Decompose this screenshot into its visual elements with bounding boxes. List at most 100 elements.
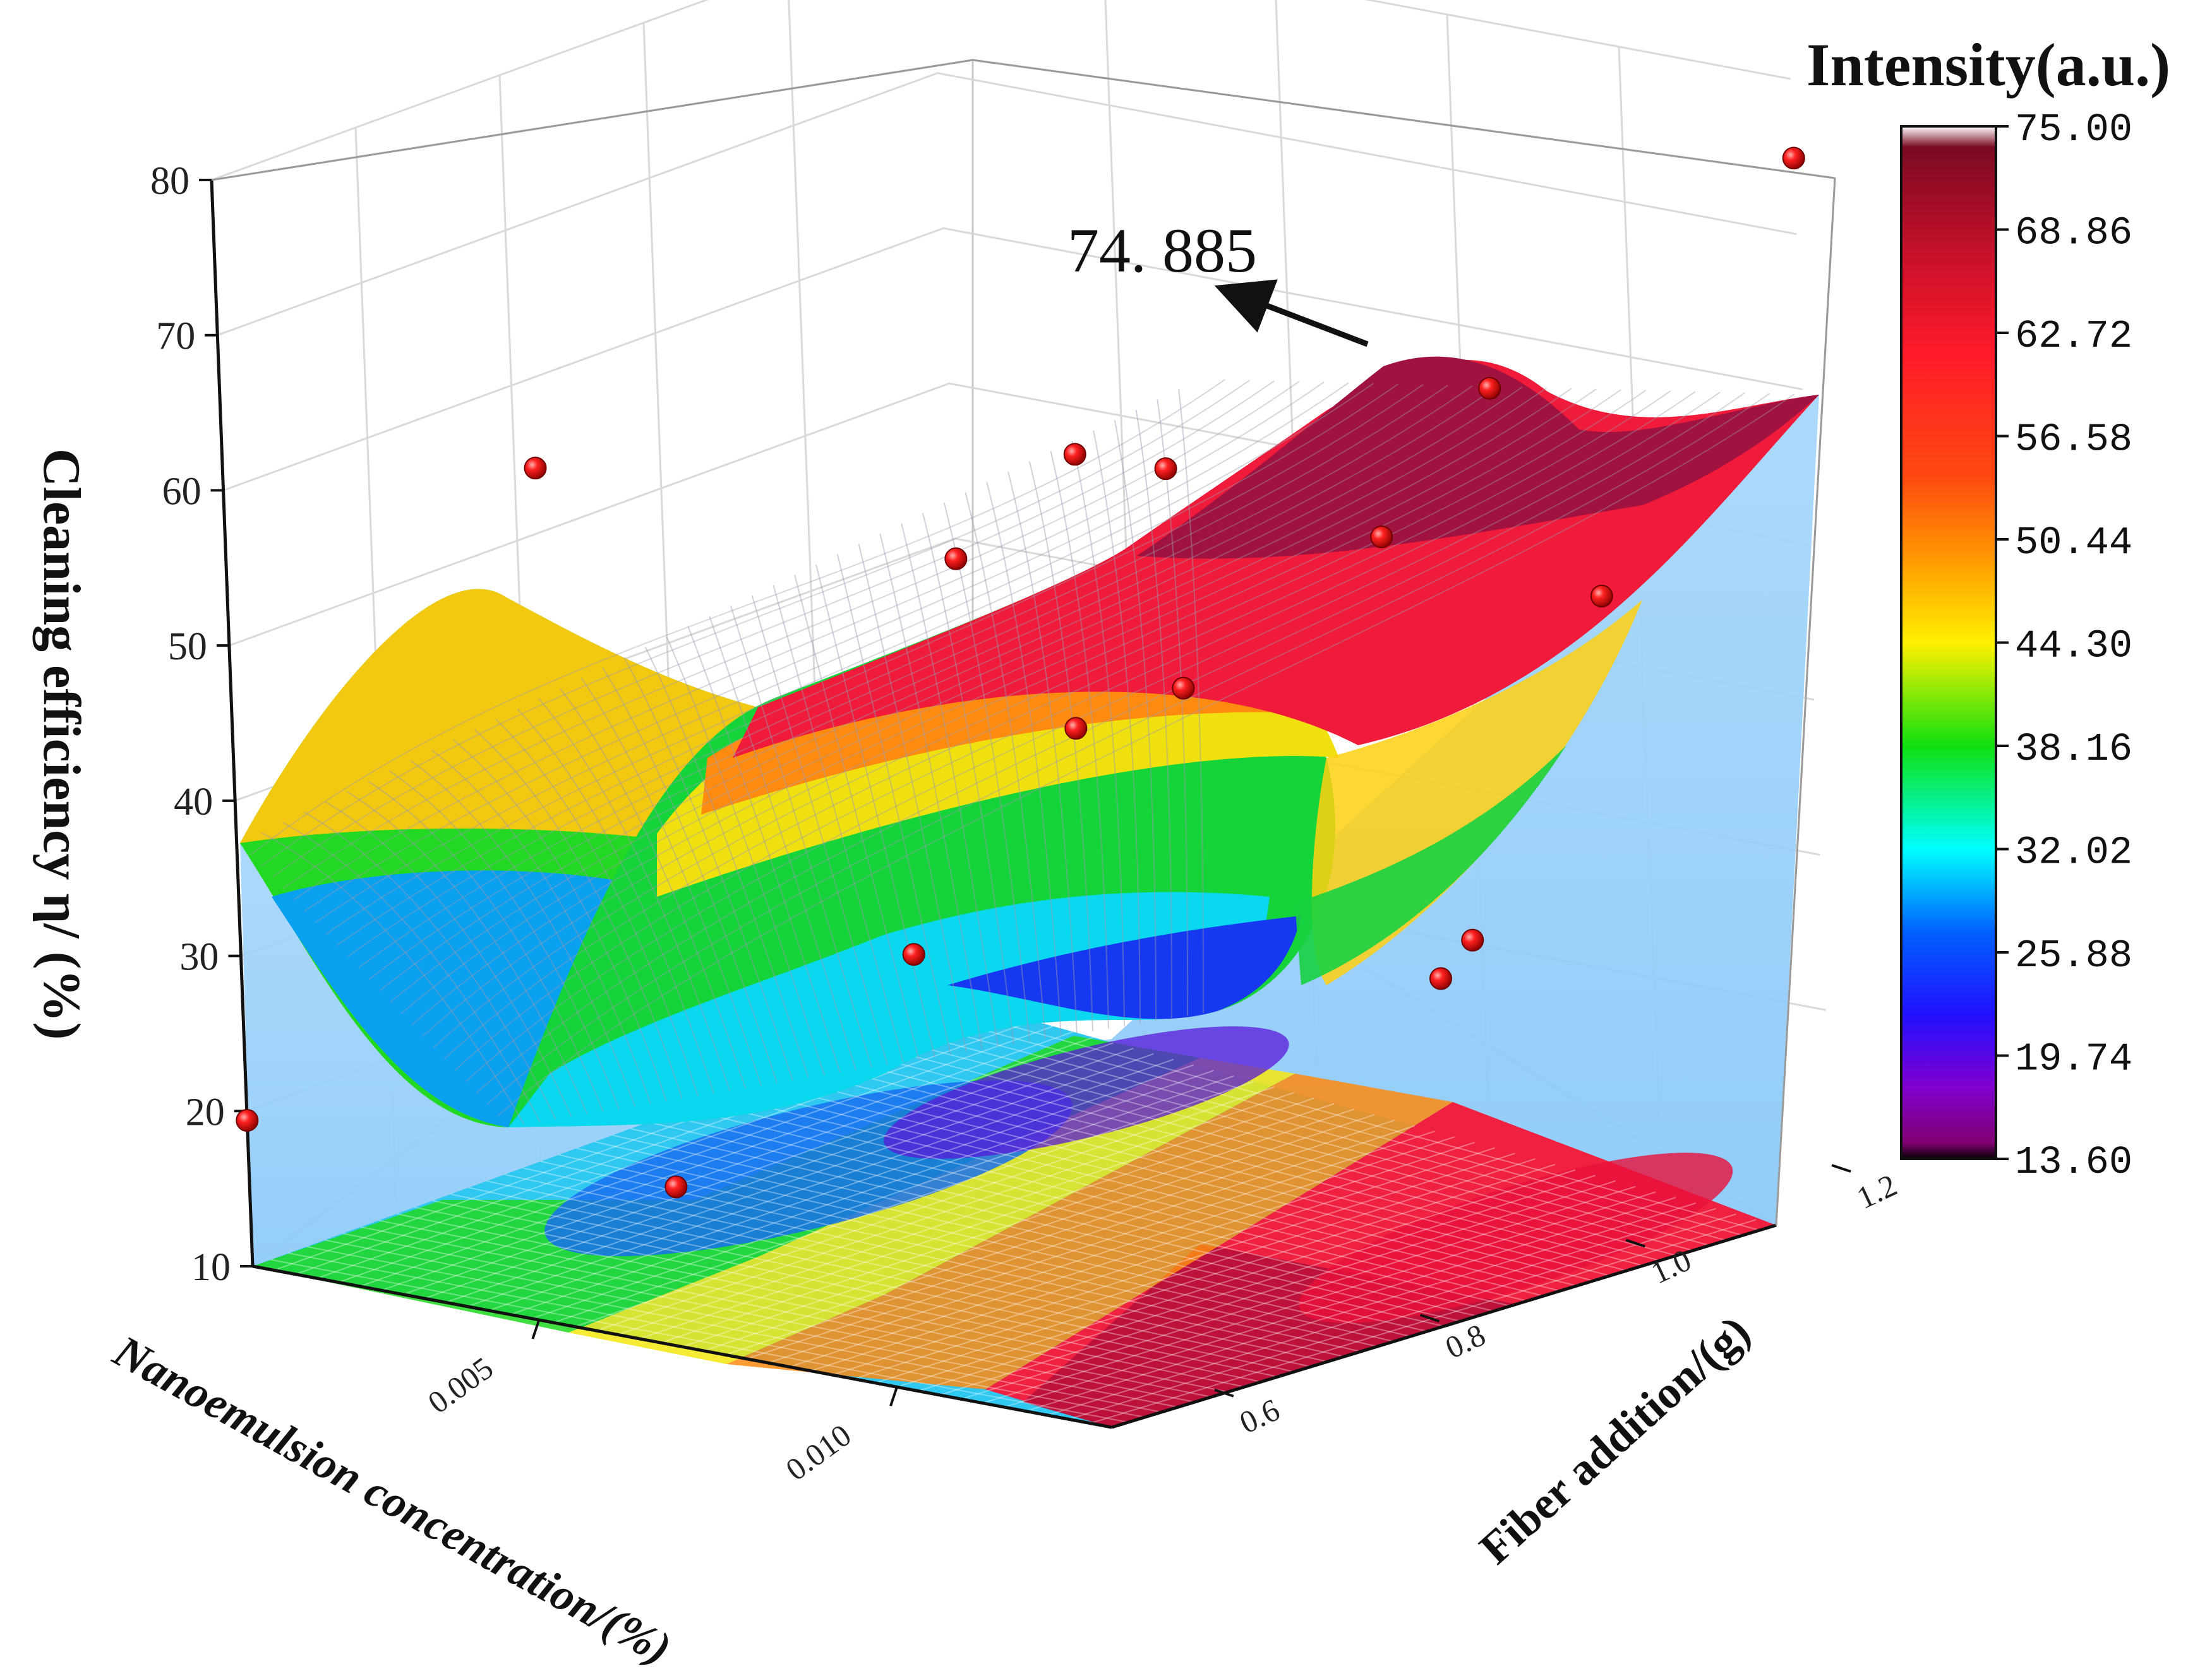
floor-mesh-line (424, 1048, 1134, 1299)
floor-mesh-line (360, 1226, 1211, 1398)
surface-mesh-line (666, 636, 825, 1076)
floor-mesh-line (396, 1213, 1245, 1387)
floor-mesh-line (720, 1095, 1544, 1297)
floor-mesh-line (660, 1108, 1355, 1344)
surface-mesh-line (1007, 471, 1078, 1034)
floor-mesh-line (531, 1075, 1234, 1319)
surface-mesh-line (1135, 409, 1173, 1019)
floor-mesh-line (853, 1158, 1536, 1380)
surface-main-blue (947, 916, 1301, 1019)
surface-mesh-line (388, 770, 620, 1110)
data-point (1461, 928, 1484, 952)
colorbar-tick-label: 75.00 (2015, 107, 2132, 152)
floor-mesh-line (682, 1114, 1375, 1348)
floor-mesh-line (767, 1136, 1455, 1363)
floor-mesh-line (594, 1141, 1428, 1332)
z-tick-label: 20 (186, 1091, 225, 1134)
colorbar-tick-label: 19.74 (2015, 1037, 2132, 1082)
surface-mesh-line (358, 385, 1473, 969)
floor-mesh-line (342, 1233, 1195, 1403)
surface-mesh-line (538, 698, 730, 1091)
surface-mesh-line (751, 595, 888, 1065)
surface-mesh-line (443, 390, 1671, 1060)
floor-mesh-line (896, 1169, 1576, 1388)
surface-mesh-line (325, 801, 572, 1117)
surface-mesh-line (431, 750, 651, 1105)
surface-mesh-line (794, 575, 920, 1060)
x-tick-label: 0.005 (421, 1350, 500, 1420)
surface-mesh-line (965, 492, 1046, 1040)
data-point (1590, 584, 1613, 608)
y-tick-mark (1831, 1164, 1851, 1173)
data-point (902, 943, 925, 966)
floor-mesh-line (702, 1101, 1527, 1302)
floor-mesh-line (402, 1042, 1114, 1295)
surface (240, 356, 1819, 1127)
floor-mesh-line (810, 1062, 1627, 1271)
surface-right-green (1295, 745, 1566, 985)
surface-mesh-line (1178, 389, 1205, 1014)
z-tick-label: 40 (174, 781, 213, 824)
surface-mesh-line (623, 657, 793, 1081)
floor-mesh-line (639, 1103, 1335, 1339)
floor-mesh-line (467, 1058, 1174, 1307)
x-tick-label: 0.010 (779, 1417, 858, 1487)
floor-mesh-line (882, 1036, 1693, 1251)
z-tick-label: 60 (162, 470, 201, 513)
surface-mesh-line (1093, 430, 1141, 1024)
surface-mesh-line (517, 708, 714, 1094)
floor-mesh-line (316, 1020, 1033, 1279)
surface-mesh-line (559, 688, 746, 1089)
surface-mesh-line (304, 382, 1349, 912)
top-right-edge (972, 59, 1836, 179)
y-tick-label: 1.2 (1851, 1167, 1902, 1216)
floor-mesh-line (746, 1130, 1435, 1360)
annotation-text: 74. 885 (1067, 215, 1257, 285)
floor-mesh-line (1090, 1219, 1757, 1424)
floor-mesh-line (939, 1180, 1616, 1396)
z-tick-label: 70 (156, 315, 195, 358)
floor-mesh-line (486, 1180, 1328, 1362)
annotation-arrow (1214, 279, 1369, 347)
surface-mesh-line (261, 832, 525, 1125)
floor-mesh-line (504, 1173, 1345, 1357)
floor-mesh-line (738, 1088, 1561, 1291)
surface-mesh-line (250, 379, 1225, 855)
floor-mesh (270, 1009, 1760, 1424)
y-tick-label: 0.6 (1234, 1392, 1285, 1441)
floor-mesh-line (596, 1092, 1295, 1331)
z-tick-label: 30 (179, 936, 219, 979)
floor-mesh-line (576, 1148, 1411, 1337)
z-tick-label: 50 (168, 625, 207, 668)
floor-mesh-line (338, 1026, 1054, 1283)
colorbar-tick-label: 50.44 (2015, 520, 2132, 565)
floor-mesh-line (450, 1193, 1295, 1372)
floor-mesh-line (954, 1010, 1760, 1231)
colorbar-tick-label: 62.72 (2015, 314, 2132, 359)
y-tick-mark (1419, 1314, 1440, 1323)
surface-main-cyan (508, 892, 1270, 1127)
surface-mesh-line (368, 781, 604, 1112)
floor-mesh-line (936, 1016, 1743, 1236)
colorbar-tick-label: 44.30 (2015, 624, 2132, 669)
floor-mesh-line (468, 1187, 1311, 1367)
floor-heatmap (253, 1004, 1776, 1427)
floor-mesh-line (630, 1128, 1461, 1322)
surface-mesh-line (687, 626, 841, 1073)
floor-mesh-line (288, 1252, 1145, 1418)
floor-mesh-line (666, 1115, 1494, 1312)
wall-gridline (223, 227, 1803, 491)
surface-mesh-line (433, 390, 1647, 1048)
colorbar-gradient (1900, 125, 1997, 1160)
floor-mesh-line (324, 1239, 1179, 1408)
colorbar-tick-label: 13.60 (2015, 1140, 2132, 1185)
z-axis-ticks: 10 20 30 40 50 60 70 80 (150, 160, 253, 1289)
surface-mesh-line (1071, 440, 1125, 1026)
surface-mesh-line (644, 647, 809, 1079)
surface-mesh-line (325, 383, 1399, 935)
surface-mesh-line (400, 388, 1572, 1014)
surface-mesh-line (346, 791, 588, 1115)
data-point (664, 1175, 688, 1199)
floor-mesh-line (900, 1029, 1710, 1246)
z-tick-label: 80 (150, 160, 189, 203)
